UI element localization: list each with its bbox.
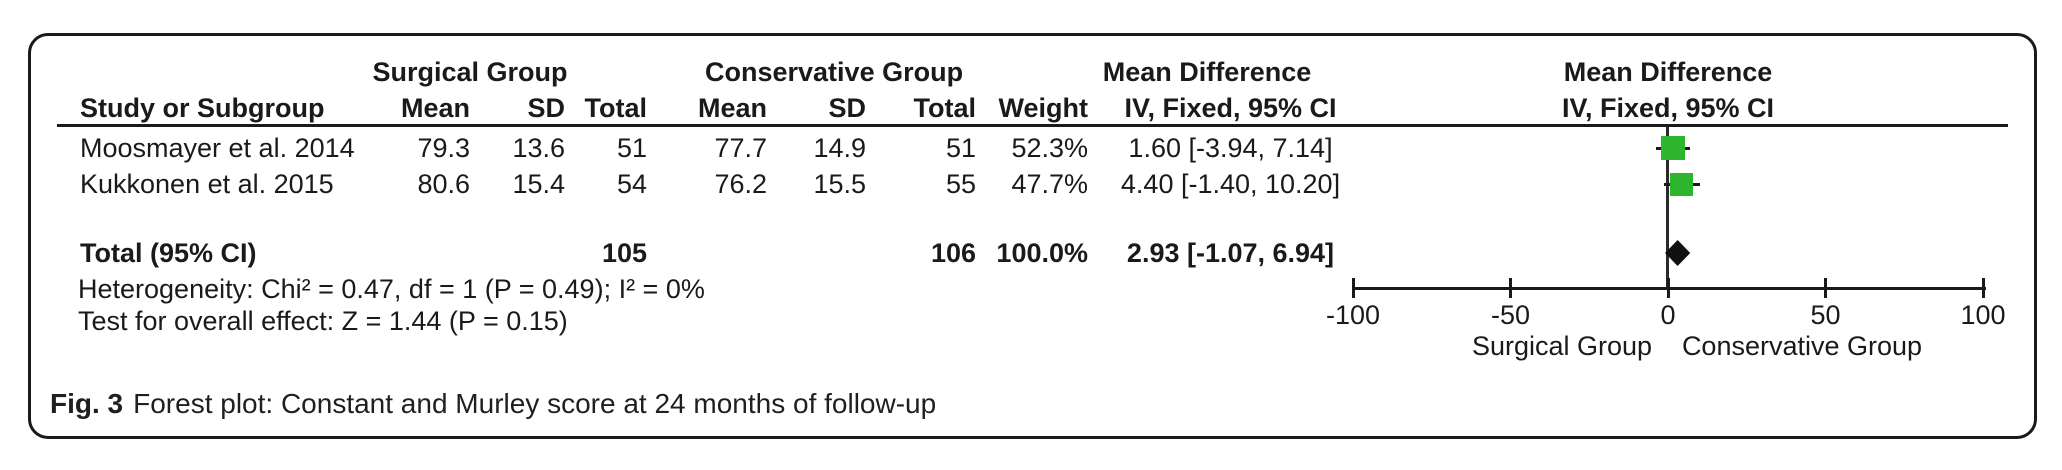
surgical-group-header: Surgical Group [372,57,568,87]
cell-weight: 52.3% [1011,133,1088,163]
conservative-group-header: Conservative Group [705,57,964,87]
cell-surgical-mean: 80.6 [417,169,470,199]
effect-square [1670,172,1694,196]
axis-tick [1509,278,1512,298]
group-header-row: Surgical Group Conservative Group Mean D… [0,56,2062,88]
axis-tick [1666,278,1670,298]
pooled-diamond [1664,240,1690,266]
col-surgical-sd: SD [527,93,565,123]
heterogeneity-row: Heterogeneity: Chi² = 0.47, df = 1 (P = … [0,271,2062,307]
total-weight: 100.0% [996,238,1088,268]
axis-favours-right-label: Conservative Group [1681,331,1923,361]
col-surgical-total: Total [584,93,648,123]
col-study: Study or Subgroup [80,93,325,123]
cell-conservative-total: 55 [945,169,976,199]
col-surgical-mean: Mean [400,93,470,123]
cell-conservative-sd: 15.5 [813,169,866,199]
axis-tick-label: 0 [1660,300,1676,330]
col-weight: Weight [998,93,1089,123]
axis-tick-label: 100 [1960,300,2006,330]
col-conservative-sd: SD [828,93,866,123]
column-header-row: Study or Subgroup Mean SD Total Mean SD … [0,92,2062,124]
figure-number: Fig. 3 [50,388,124,419]
cell-conservative-total: 51 [945,133,976,163]
cell-weight: 47.7% [1011,169,1088,199]
cell-surgical-sd: 15.4 [512,169,565,199]
axis-favours-left-label: Surgical Group [1471,331,1653,361]
overall-effect-text: Test for overall effect: Z = 1.44 (P = 0… [78,306,568,336]
figure-caption: Fig. 3 Forest plot: Constant and Murley s… [50,388,936,420]
axis-tick [1981,278,1985,298]
cell-ci: 1.60 [-3.94, 7.14] [1128,133,1333,163]
x-axis-line [1353,287,1986,290]
cell-conservative-mean: 76.2 [714,169,767,199]
mean-difference-column-header: Mean Difference [1102,57,1312,87]
effect-square [1661,136,1686,160]
zero-effect-line [1666,127,1669,289]
figure-caption-text: Forest plot: Constant and Murley score a… [133,388,937,419]
cell-surgical-total: 51 [616,133,647,163]
header-rule [57,124,2008,127]
plot-subtitle: IV, Fixed, 95% CI [1561,93,1775,123]
cell-conservative-sd: 14.9 [813,133,866,163]
total-row: Total (95% CI) 105 106 100.0% 2.93 [-1.0… [0,235,2062,271]
total-ci: 2.93 [-1.07, 6.94] [1126,238,1335,268]
cell-ci: 4.40 [-1.40, 10.20] [1120,169,1341,199]
col-conservative-mean: Mean [697,93,767,123]
axis-tick-label: -100 [1325,300,1381,330]
plot-title: Mean Difference [1563,57,1773,87]
col-ci: IV, Fixed, 95% CI [1124,93,1337,123]
total-surgical-n: 105 [601,238,647,268]
heterogeneity-text: Heterogeneity: Chi² = 0.47, df = 1 (P = … [78,274,705,304]
col-conservative-total: Total [913,93,977,123]
total-conservative-n: 106 [930,238,976,268]
total-label: Total (95% CI) [80,238,257,268]
axis-tick [1824,278,1827,298]
figure-border [28,33,2037,439]
cell-conservative-mean: 77.7 [714,133,767,163]
axis-tick-label: 50 [1810,300,1841,330]
study-row: Kukkonen et al. 2015 80.6 15.4 54 76.2 1… [0,166,2062,202]
axis-tick-label: -50 [1490,300,1531,330]
study-name: Moosmayer et al. 2014 [80,133,355,163]
axis-tick [1351,278,1355,298]
cell-surgical-total: 54 [616,169,647,199]
cell-surgical-mean: 79.3 [417,133,470,163]
study-name: Kukkonen et al. 2015 [80,169,334,199]
study-row: Moosmayer et al. 2014 79.3 13.6 51 77.7 … [0,130,2062,166]
overall-effect-row: Test for overall effect: Z = 1.44 (P = 0… [0,303,2062,339]
cell-surgical-sd: 13.6 [512,133,565,163]
